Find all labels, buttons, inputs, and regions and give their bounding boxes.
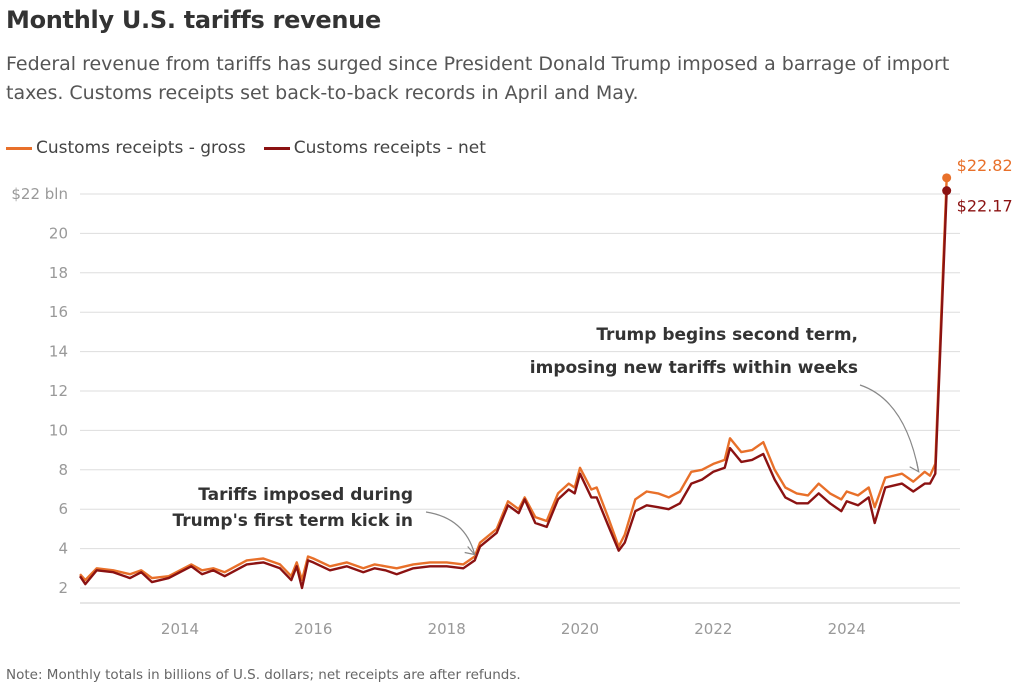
annotation-second-term: Trump begins second term, <box>596 325 858 345</box>
y-tick-label: 18 <box>49 264 68 282</box>
x-tick-label: 2020 <box>561 620 599 638</box>
legend-swatch-net <box>263 146 290 150</box>
y-tick-label: 2 <box>58 579 68 597</box>
y-tick-label: 16 <box>49 303 68 321</box>
x-tick-label: 2024 <box>828 620 866 638</box>
x-tick-label: 2018 <box>428 620 466 638</box>
series-line-gross <box>79 177 948 582</box>
end-point-gross <box>942 173 952 183</box>
end-label-gross: $22.82 <box>957 156 1013 175</box>
y-tick-label: 4 <box>58 540 68 558</box>
y-tick-label: 14 <box>49 343 68 361</box>
legend-swatch-gross <box>6 146 32 150</box>
legend-label-gross: Customs receipts - gross <box>36 138 246 158</box>
y-tick-label: 20 <box>49 224 68 242</box>
end-label-net: $22.17 <box>957 197 1013 216</box>
legend-label-net: Customs receipts - net <box>293 138 486 158</box>
annotation-arrow-first-term <box>425 511 476 555</box>
annotation-arrow-second-term <box>859 384 920 472</box>
annotation-first-term: Tariffs imposed during <box>198 485 413 505</box>
y-tick-label: 12 <box>49 382 68 400</box>
chart-subtitle: Federal revenue from tariffs has surged … <box>6 53 950 104</box>
series-line-net <box>79 190 948 590</box>
y-tick-label: 6 <box>58 500 68 518</box>
annotation-first-term: Trump's first term kick in <box>172 511 413 531</box>
x-tick-label: 2014 <box>161 620 199 638</box>
y-tick-label: 8 <box>58 461 68 479</box>
x-tick-label: 2016 <box>294 620 332 638</box>
legend-item-gross: Customs receipts - gross <box>6 138 246 158</box>
footnote: Note: Monthly totals in billions of U.S.… <box>6 667 521 683</box>
annotation-arrowhead-first-term <box>464 546 477 556</box>
y-tick-label: $22 bln <box>11 185 68 203</box>
annotation-second-term: imposing new tariffs within weeks <box>530 358 858 378</box>
legend: Customs receipts - gross Customs receipt… <box>6 136 504 160</box>
end-point-net <box>942 186 952 196</box>
chart-title: Monthly U.S. tariffs revenue <box>6 6 381 34</box>
y-tick-label: 10 <box>49 421 68 439</box>
legend-item-net: Customs receipts - net <box>263 138 486 158</box>
annotation-arrowhead-second-term <box>909 461 920 473</box>
x-tick-label: 2022 <box>694 620 732 638</box>
